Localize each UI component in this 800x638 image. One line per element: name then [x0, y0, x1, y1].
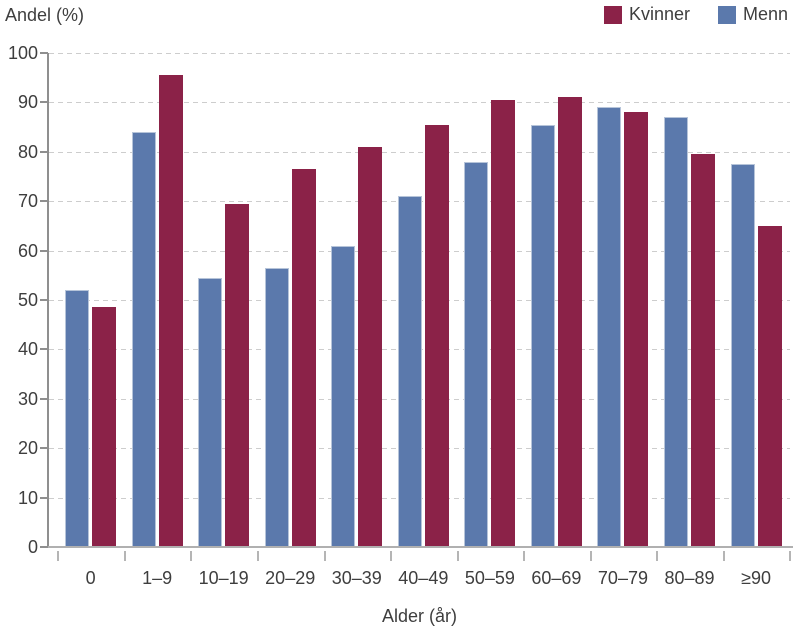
legend-item-menn: Menn	[717, 4, 788, 25]
plot-area	[49, 53, 790, 547]
x-tick-label-9: 80–89	[664, 568, 715, 588]
x-tick-label-1: 1–9	[142, 568, 173, 588]
y-axis-title: Andel (%)	[5, 5, 85, 25]
bar-kvinner-9	[691, 154, 716, 547]
legend-item-kvinner: Kvinner	[603, 4, 690, 25]
bar-menn-4	[331, 245, 356, 547]
bar-kvinner-1	[158, 75, 183, 547]
y-axis-tick-label-20: 20	[17, 438, 38, 459]
y-axis-tick-label-90: 90	[17, 92, 38, 113]
y-axis-line	[47, 53, 49, 548]
gridline-80	[49, 151, 790, 153]
y-axis-tick-0	[40, 546, 48, 548]
legend: Kvinner Menn	[603, 4, 788, 25]
bar-kvinner-7	[557, 97, 582, 547]
gridline-100	[49, 53, 790, 54]
bar-menn-0	[65, 290, 90, 547]
y-axis-tick-label-0: 0	[27, 537, 38, 557]
kvinner-swatch-icon	[603, 5, 622, 24]
y-axis-tick-40	[40, 348, 48, 351]
x-tick-label-5: 40–49	[398, 568, 449, 588]
x-tick-label-2: 10–19	[198, 568, 249, 588]
x-tick-label-4: 30–39	[331, 568, 382, 588]
y-axis-tick-label-30: 30	[17, 388, 38, 409]
x-axis-tick-9	[656, 551, 659, 561]
bar-menn-2	[198, 277, 223, 547]
bar-kvinner-3	[291, 169, 316, 547]
x-axis-tick-3	[256, 551, 259, 561]
x-tick-label-7: 60–69	[531, 568, 582, 588]
y-axis-tick-60	[40, 249, 48, 252]
bar-kvinner-0	[92, 307, 117, 547]
x-tick-label-0: 0	[85, 568, 96, 588]
x-tick-label-6: 50–59	[464, 568, 515, 588]
bar-kvinner-2	[225, 203, 250, 547]
y-axis-tick-label-100: 100	[7, 43, 38, 63]
bar-kvinner-5	[424, 124, 449, 547]
x-axis-tick-0	[57, 551, 60, 561]
menn-swatch-icon	[717, 5, 736, 24]
bar-menn-10	[730, 164, 755, 547]
x-tick-label-3: 20–29	[265, 568, 316, 588]
y-axis-tick-100	[40, 52, 48, 54]
y-axis-tick-label-40: 40	[17, 339, 38, 360]
x-axis-tick-6	[456, 551, 459, 561]
y-axis-tick-50	[40, 299, 48, 301]
x-axis-tick-10	[722, 551, 725, 561]
y-axis-tick-label-70: 70	[17, 191, 38, 212]
bar-menn-1	[131, 132, 156, 547]
x-axis-tick-1	[123, 551, 126, 561]
x-tick-label-10: ≥90	[741, 568, 772, 588]
y-axis-tick-label-60: 60	[17, 240, 38, 261]
bar-kvinner-10	[757, 225, 782, 547]
x-axis-tick-4	[323, 551, 326, 561]
legend-label-menn: Menn	[742, 4, 788, 24]
y-axis-tick-label-50: 50	[17, 290, 38, 310]
y-axis-tick-10	[40, 496, 48, 499]
bar-menn-3	[264, 267, 289, 547]
x-axis-tick-8	[589, 551, 592, 561]
bar-kvinner-8	[624, 112, 649, 547]
bar-kvinner-4	[358, 146, 383, 547]
x-axis-tick-2	[190, 551, 193, 561]
gridline-90	[49, 102, 790, 104]
x-axis-tick-5	[390, 551, 393, 561]
bar-menn-9	[664, 117, 689, 547]
y-axis-tick-label-80: 80	[17, 141, 38, 162]
x-axis-line	[47, 546, 793, 548]
y-axis-tick-80	[40, 150, 48, 153]
x-axis-title: Alder (år)	[381, 606, 457, 626]
bar-menn-7	[530, 124, 555, 547]
y-axis-tick-90	[40, 101, 48, 104]
y-axis-tick-20	[40, 447, 48, 450]
legend-label-kvinner: Kvinner	[628, 4, 690, 24]
bar-menn-8	[597, 107, 622, 547]
bar-menn-5	[397, 196, 422, 547]
y-axis-tick-label-10: 10	[17, 487, 38, 508]
y-axis-tick-30	[40, 397, 48, 400]
x-tick-label-8: 70–79	[597, 568, 648, 588]
bar-kvinner-6	[491, 99, 516, 547]
bar-menn-6	[464, 161, 489, 547]
x-axis-tick-11	[789, 551, 792, 561]
y-axis-tick-70	[40, 200, 48, 203]
x-axis-tick-7	[523, 551, 526, 561]
